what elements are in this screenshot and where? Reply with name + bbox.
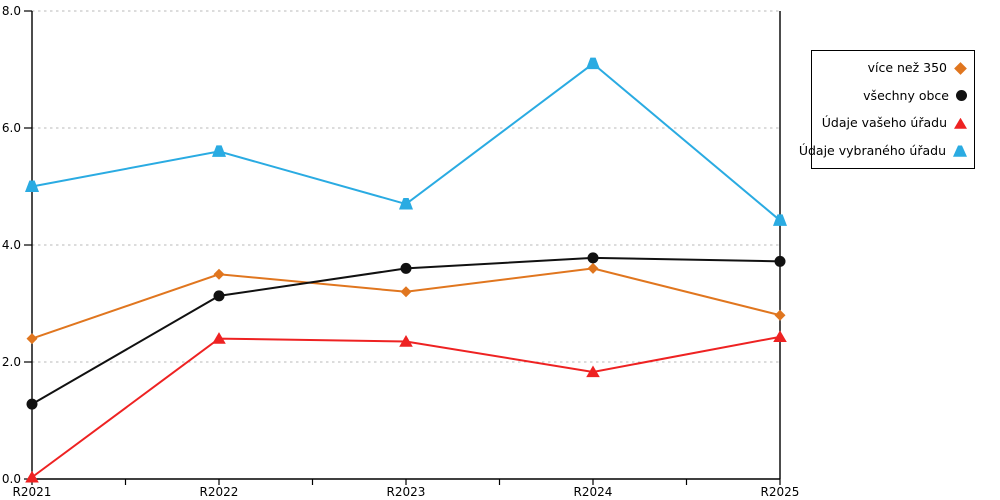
legend-label: Údaje vašeho úřadu [821, 115, 947, 130]
series-line-3 [31, 62, 781, 222]
legend-label: všechny obce [863, 87, 949, 103]
data-point [212, 145, 226, 157]
data-point [774, 309, 786, 321]
y-tick-label: 6.0 [2, 121, 21, 135]
data-point [399, 335, 413, 347]
data-point [773, 214, 787, 226]
x-tick-label: R2021 [13, 485, 52, 499]
data-point [26, 398, 38, 410]
data-point [586, 57, 600, 70]
series-line-2 [31, 335, 781, 479]
x-tick-label: R2023 [387, 485, 426, 499]
data-point [587, 262, 599, 274]
data-point [212, 332, 226, 344]
legend: více než 350 všechny obce Údaje vašeho ú… [799, 50, 975, 169]
diamond-marker-icon [954, 61, 967, 75]
y-tick-label: 0.0 [2, 472, 21, 486]
x-tick-label: R2025 [761, 485, 800, 499]
triangle-flat-marker-icon [953, 145, 967, 157]
series-line-0 [31, 267, 781, 340]
legend-item: Údaje vybraného úřadu [799, 144, 967, 158]
y-tick-label: 2.0 [2, 355, 21, 369]
y-tick-label: 8.0 [2, 4, 21, 18]
data-point [587, 252, 599, 264]
legend-item: Údaje vašeho úřadu [817, 115, 967, 130]
data-point [213, 290, 225, 302]
circle-marker-icon [956, 90, 967, 102]
series-line-1 [31, 256, 781, 405]
data-point [399, 198, 413, 210]
data-point [773, 330, 787, 343]
legend-item: všechny obce [817, 87, 967, 103]
data-point [774, 255, 786, 267]
data-point [400, 262, 412, 274]
data-point [25, 180, 39, 192]
x-tick-label: R2022 [200, 485, 239, 499]
data-point [26, 333, 38, 345]
data-point [400, 286, 412, 298]
x-tick-label: R2024 [574, 485, 613, 499]
data-point [586, 365, 600, 378]
data-point [213, 268, 225, 280]
legend-label: více než 350 [867, 60, 947, 75]
legend-item: více než 350 [817, 60, 967, 75]
triangle-marker-icon [954, 117, 967, 129]
data-point [25, 470, 39, 483]
legend-label: Údaje vybraného úřadu [798, 142, 946, 158]
y-tick-label: 4.0 [2, 238, 21, 252]
